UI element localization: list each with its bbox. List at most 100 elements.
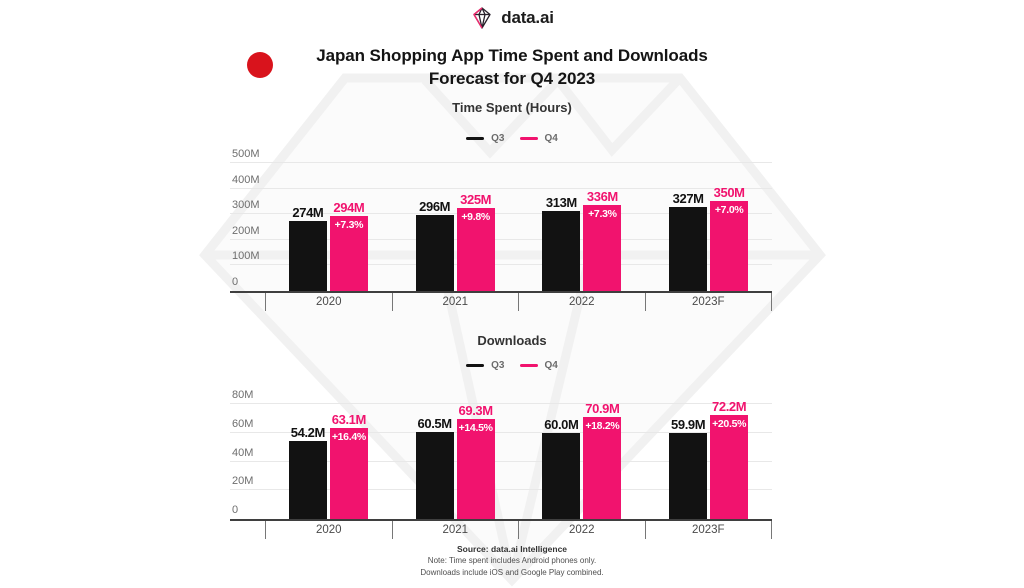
x-category-label: 2023F <box>691 524 725 536</box>
y-tick-label: 500M <box>232 148 260 160</box>
bar-wrap: 313M <box>542 194 581 291</box>
bar-q3-2023f <box>669 207 708 291</box>
y-tick-label: 300M <box>232 199 260 212</box>
y-tick-label: 60M <box>232 417 254 430</box>
gridline <box>230 403 772 404</box>
bar-q4-2021: +14.5% <box>456 419 495 519</box>
x-category-label: 2021 <box>442 524 469 536</box>
x-category-label: 2023F <box>691 296 725 308</box>
bar-q4-2022: +7.3% <box>583 205 622 291</box>
bar-value-label-q4: 70.9M <box>585 401 620 417</box>
pct-change-label: +14.5% <box>458 422 493 435</box>
bar-group-2022: 60.0M 70.9M +18.2% <box>519 396 646 519</box>
bar-group-2021: 60.5M 69.3M +14.5% <box>392 396 519 519</box>
bar-group-2020: 54.2M 63.1M +16.4% <box>265 396 392 519</box>
chart-subtitle: Time Spent (Hours) <box>452 100 572 115</box>
bar-q3-2020 <box>288 441 327 519</box>
y-tick-label: 100M <box>232 250 260 263</box>
bar-group-2022: 313M 336M +7.3% <box>519 148 646 291</box>
bar-value-label-q4: 325M <box>460 191 492 207</box>
x-tick-cell: 2021 <box>391 521 519 539</box>
bar-q3-2022 <box>542 432 581 519</box>
x-category-label: 2020 <box>315 524 342 536</box>
bar-wrap: 336M +7.3% <box>583 189 622 291</box>
bar-value-label-q3: 327M <box>672 191 704 207</box>
bar-value-label-q3: 60.5M <box>417 416 453 431</box>
y-tick-label: 80M <box>232 389 254 401</box>
bar-q4-2023f: +20.5% <box>710 415 749 519</box>
x-tick-cell: 2020 <box>265 293 392 311</box>
gridline <box>230 264 772 266</box>
title-line-2: Forecast for Q4 2023 <box>428 68 596 88</box>
bar-wrap: 294M +7.3% <box>329 199 368 291</box>
bar-wrap: 54.2M <box>288 425 327 519</box>
x-tick-cell: 2020 <box>265 521 392 539</box>
japan-flag-icon <box>247 52 273 78</box>
legend: Q3 Q4 <box>0 133 1024 144</box>
x-tick-cell: 2022 <box>518 521 645 539</box>
note-line-2: Downloads include iOS and Google Play co… <box>420 568 604 577</box>
bar-wrap: 69.3M +14.5% <box>456 403 495 519</box>
x-category-label: 2021 <box>442 296 469 308</box>
bar-wrap: 63.1M +16.4% <box>329 412 368 519</box>
bar-wrap: 274M <box>288 206 327 291</box>
x-tick-cell: 2022 <box>518 293 645 311</box>
bar-groups: 274M 294M +7.3% 296M 325M +9.8% 313M 336M +7.3% 3… <box>265 148 772 291</box>
bar-q3-2021 <box>415 432 454 519</box>
bar-value-label-q3: 296M <box>419 199 451 215</box>
y-tick-label: 40M <box>232 446 254 459</box>
bar-value-label-q4: 72.2M <box>712 399 747 415</box>
bar-q4-2023f: +7.0% <box>710 201 749 291</box>
bar-q3-2021 <box>415 215 454 291</box>
bar-group-2023f: 59.9M 72.2M +20.5% <box>645 396 772 519</box>
legend-q4-label: Q4 <box>544 360 558 371</box>
y-tick-label: 200M <box>232 224 260 237</box>
bar-value-label-q4: 294M <box>333 199 365 215</box>
chart-subtitle: Downloads <box>477 333 547 348</box>
x-axis: 2020 2021 2022 2023F <box>265 521 772 539</box>
pct-change-label: +7.3% <box>588 208 617 220</box>
pct-change-label: +7.3% <box>334 218 364 231</box>
title-line-1: Japan Shopping App Time Spent and Downlo… <box>316 46 708 65</box>
bar-q4-2022: +18.2% <box>583 417 622 519</box>
legend: Q3 Q4 <box>0 360 1024 371</box>
bar-value-label-q4: 336M <box>586 189 618 204</box>
bar-q3-2020 <box>288 220 327 291</box>
bar-q4-2021: +9.8% <box>456 207 495 291</box>
bar-value-label-q3: 313M <box>545 194 577 210</box>
pct-change-label: +7.0% <box>714 204 744 217</box>
legend-q3-label: Q3 <box>491 133 505 144</box>
gem-icon <box>473 7 491 29</box>
gridline <box>230 213 772 215</box>
x-tick-cell: 2021 <box>391 293 519 311</box>
bar-group-2021: 296M 325M +9.8% <box>392 148 519 291</box>
bar-wrap: 72.2M +20.5% <box>710 399 749 519</box>
brand-logo: data.ai <box>0 7 1024 29</box>
bar-wrap: 59.9M <box>669 418 708 519</box>
legend-q4-label: Q4 <box>544 133 558 144</box>
bar-value-label-q4: 63.1M <box>331 412 367 428</box>
bar-wrap: 60.5M <box>415 416 454 519</box>
bar-value-label-q4: 69.3M <box>458 403 494 419</box>
x-axis: 2020 2021 2022 2023F <box>265 293 772 311</box>
pct-change-label: +9.8% <box>461 210 490 223</box>
gridline <box>230 238 772 240</box>
bar-value-label-q3: 54.2M <box>290 425 326 441</box>
note-line-1: Note: Time spent includes Android phones… <box>427 556 597 565</box>
legend-q3-swatch <box>466 137 485 140</box>
pct-change-label: +16.4% <box>331 431 366 444</box>
y-tick-label: 0 <box>232 276 239 288</box>
gridline <box>230 431 772 433</box>
y-tick-label: 20M <box>232 475 254 488</box>
x-tick-cell: 2023F <box>644 521 772 539</box>
bar-q4-2020: +16.4% <box>329 428 368 519</box>
bar-group-2020: 274M 294M +7.3% <box>265 148 392 291</box>
chart-time-spent: Time Spent (Hours) Q3 Q4 0 100M 200M 300M 40… <box>0 100 1024 320</box>
plot-area: 0 100M 200M 300M 400M 500M 274M 294M +7.3% 296M 32… <box>230 148 772 293</box>
bar-value-label-q3: 60.0M <box>544 416 579 432</box>
bar-group-2023f: 327M 350M +7.0% <box>645 148 772 291</box>
x-tick-cell: 2023F <box>644 293 772 311</box>
bar-wrap: 327M <box>669 191 708 291</box>
gridline <box>230 187 772 189</box>
bar-wrap: 70.9M +18.2% <box>583 401 622 519</box>
